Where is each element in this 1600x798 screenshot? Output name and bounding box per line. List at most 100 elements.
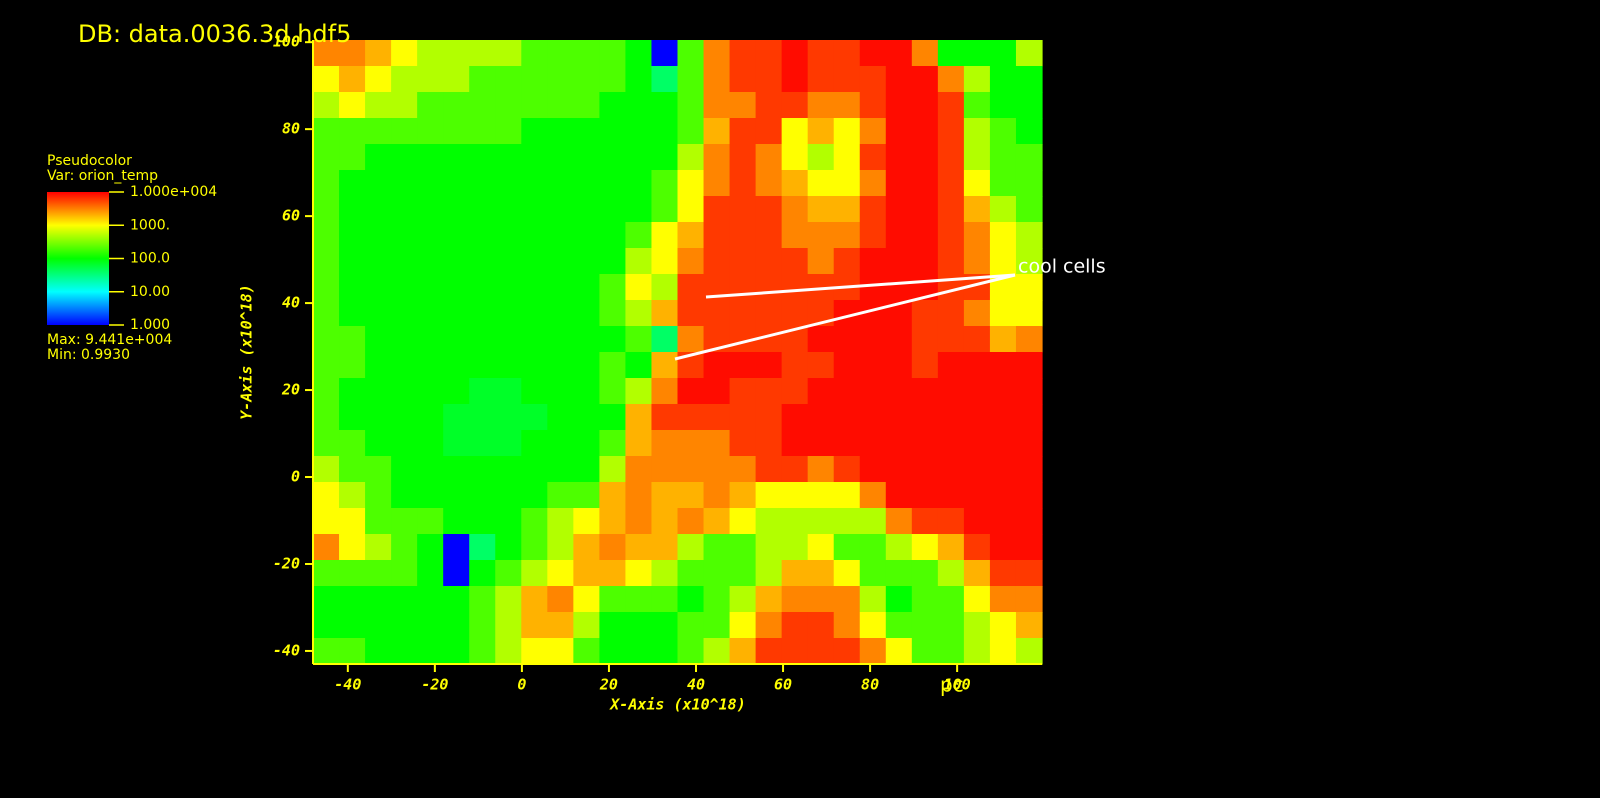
cell <box>1015 404 1043 431</box>
cell <box>495 118 522 145</box>
cell <box>755 456 783 483</box>
cell <box>469 482 496 509</box>
cell <box>963 378 991 405</box>
cell <box>989 144 1017 171</box>
x-tick-label: 40 <box>687 676 705 694</box>
cell <box>781 482 809 509</box>
cell <box>755 66 783 93</box>
cell <box>573 40 600 67</box>
cell <box>859 508 887 535</box>
cell <box>495 404 522 431</box>
cell <box>625 508 653 535</box>
cell <box>651 66 679 93</box>
cell <box>651 118 679 145</box>
cell <box>365 248 392 275</box>
cell <box>417 222 444 249</box>
cell <box>729 404 757 431</box>
cell <box>365 508 392 535</box>
cell <box>755 508 783 535</box>
cell <box>677 612 705 639</box>
cell <box>651 248 679 275</box>
cell <box>781 196 809 223</box>
cell <box>651 482 679 509</box>
cell <box>599 196 627 223</box>
cell <box>313 222 340 249</box>
cell <box>521 170 548 197</box>
cell <box>729 430 757 457</box>
cell <box>833 352 861 379</box>
cell <box>599 560 627 587</box>
cell <box>443 144 470 171</box>
cell <box>833 118 861 145</box>
cell <box>365 326 392 353</box>
cell <box>911 326 939 353</box>
cell <box>963 248 991 275</box>
cell <box>365 430 392 457</box>
cell <box>937 534 965 561</box>
cell <box>599 456 627 483</box>
cell <box>911 560 939 587</box>
cell <box>963 456 991 483</box>
cell <box>469 612 496 639</box>
cell <box>833 404 861 431</box>
cell <box>1015 40 1043 67</box>
cell <box>807 430 835 457</box>
cell <box>495 378 522 405</box>
cell <box>391 92 418 119</box>
cell <box>755 534 783 561</box>
cell <box>807 118 835 145</box>
cell <box>781 352 809 379</box>
cell <box>937 92 965 119</box>
cell <box>599 534 627 561</box>
cell <box>625 326 653 353</box>
cell <box>495 508 522 535</box>
cell <box>599 40 627 67</box>
cell <box>833 560 861 587</box>
cell <box>495 482 522 509</box>
cell <box>885 92 913 119</box>
cell <box>443 404 470 431</box>
cell <box>469 352 496 379</box>
cell <box>443 586 470 613</box>
cell <box>755 274 783 301</box>
annotation: cool cells <box>1018 256 1106 278</box>
cell <box>677 586 705 613</box>
annotation-arrow <box>674 273 1016 361</box>
cell <box>755 248 783 275</box>
cell <box>391 638 418 665</box>
cell <box>755 586 783 613</box>
cell <box>1015 92 1043 119</box>
cell <box>365 144 392 171</box>
cell <box>469 118 496 145</box>
cell <box>443 274 470 301</box>
cell <box>521 66 548 93</box>
legend-tick-label: 10.00 <box>130 284 170 300</box>
cell <box>1015 352 1043 379</box>
cell <box>885 274 913 301</box>
cell <box>677 170 705 197</box>
cell <box>677 378 705 405</box>
x-tick-label: 100 <box>944 676 971 694</box>
cell <box>911 508 939 535</box>
cell <box>365 586 392 613</box>
cell <box>443 326 470 353</box>
cell <box>547 248 574 275</box>
cell <box>625 274 653 301</box>
y-tick-label: -20 <box>273 554 300 572</box>
cell <box>807 170 835 197</box>
cell <box>677 222 705 249</box>
cell <box>521 508 548 535</box>
cell <box>391 326 418 353</box>
cell <box>625 586 653 613</box>
cell <box>963 144 991 171</box>
cell <box>651 352 679 379</box>
cell <box>599 430 627 457</box>
cell <box>573 456 600 483</box>
cell <box>391 430 418 457</box>
cell <box>703 430 731 457</box>
cell <box>937 326 965 353</box>
cell <box>989 326 1017 353</box>
cell <box>677 274 705 301</box>
cell <box>443 248 470 275</box>
legend-tick-label: 1.000e+004 <box>130 184 217 200</box>
